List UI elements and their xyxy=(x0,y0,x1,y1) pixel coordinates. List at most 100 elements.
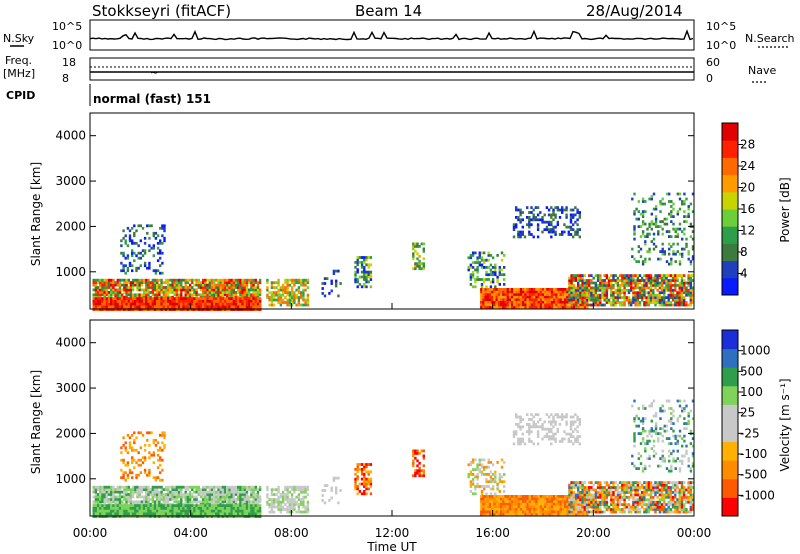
velocity-cell xyxy=(248,488,251,491)
velocity-cell xyxy=(94,490,98,494)
velocity-cell xyxy=(508,495,512,498)
velocity-cell xyxy=(145,485,148,489)
velocity-cell xyxy=(110,512,113,516)
power-cell xyxy=(579,284,582,287)
power-cell xyxy=(687,257,690,261)
power-cell xyxy=(182,288,185,292)
power-cell xyxy=(135,269,138,273)
power-cell xyxy=(250,293,253,297)
velocity-cell xyxy=(504,512,507,516)
power-cell xyxy=(537,305,540,309)
power-cell xyxy=(94,305,98,309)
velocity-cell xyxy=(304,510,307,514)
power-cell xyxy=(515,208,518,212)
velocity-cell xyxy=(204,509,207,513)
power-cell xyxy=(156,286,159,289)
power-cell xyxy=(241,293,244,297)
velocity-cell xyxy=(153,509,157,513)
velocity-cell xyxy=(161,468,164,472)
velocity-cell xyxy=(127,495,130,499)
power-cell xyxy=(631,197,634,201)
power-cell xyxy=(146,266,149,270)
power-cell xyxy=(248,288,251,292)
velocity-cell xyxy=(131,506,135,510)
power-cell xyxy=(515,288,518,291)
power-cell xyxy=(689,298,692,302)
velocity-cell xyxy=(288,500,292,504)
power-cell xyxy=(511,288,514,291)
power-cell xyxy=(579,303,582,307)
velocity-cell xyxy=(193,504,196,507)
power-cell xyxy=(476,266,479,269)
power-cell xyxy=(290,301,294,304)
velocity-cell xyxy=(215,485,218,489)
power-cell xyxy=(657,230,660,233)
velocity-cell xyxy=(365,470,368,474)
velocity-cell xyxy=(141,433,145,437)
power-cell xyxy=(228,286,231,289)
velocity-cell xyxy=(142,512,146,516)
velocity-cell xyxy=(266,488,269,492)
power-cell xyxy=(671,276,675,280)
nsearch-label: N.Search xyxy=(745,32,795,45)
velocity-cell xyxy=(252,493,255,496)
power-cell xyxy=(180,291,183,294)
power-cell xyxy=(563,208,566,212)
power-cell xyxy=(669,286,673,290)
power-cell xyxy=(226,305,229,309)
power-cell xyxy=(511,305,514,309)
velocity-cell xyxy=(173,490,176,494)
power-cell xyxy=(636,274,639,277)
power-cell xyxy=(92,283,95,287)
velocity-cell xyxy=(149,506,152,510)
velocity-cell xyxy=(195,506,198,510)
power-cell xyxy=(681,252,684,256)
power-cell xyxy=(625,296,628,299)
power-cell xyxy=(500,298,503,301)
power-cell xyxy=(594,274,598,277)
power-cell xyxy=(546,295,549,299)
velocity-cell xyxy=(252,512,255,516)
power-cell xyxy=(206,302,209,306)
power-cell xyxy=(656,293,659,297)
power-cell xyxy=(416,262,419,266)
velocity-cell xyxy=(528,507,532,511)
power-cell xyxy=(245,281,249,284)
power-colorbar-cell xyxy=(722,157,738,176)
velocity-cell xyxy=(250,506,253,510)
power-cell xyxy=(114,299,117,303)
velocity-cell xyxy=(250,500,253,504)
power-cell xyxy=(121,305,124,309)
velocity-cell xyxy=(139,458,142,462)
velocity-cell xyxy=(188,500,192,504)
velocity-cell xyxy=(493,500,496,503)
power-cell xyxy=(139,251,142,255)
velocity-cell xyxy=(193,498,196,501)
power-cell xyxy=(160,281,163,284)
velocity-cell xyxy=(519,495,523,498)
power-cell xyxy=(554,213,557,217)
power-cell xyxy=(248,305,251,309)
power-cell xyxy=(489,280,493,284)
power-cell xyxy=(141,226,145,230)
power-cell xyxy=(537,298,540,301)
velocity-cell xyxy=(284,498,287,501)
power-cell xyxy=(594,293,598,297)
power-cell xyxy=(133,234,136,238)
velocity-cell xyxy=(268,498,271,501)
power-cell xyxy=(125,283,128,287)
power-cell xyxy=(197,286,200,289)
power-cell xyxy=(546,290,549,294)
power-cell xyxy=(524,290,527,294)
power-cell xyxy=(471,270,475,274)
power-cell xyxy=(515,206,518,209)
power-cell xyxy=(169,302,172,306)
power-cell xyxy=(335,284,338,288)
power-cell xyxy=(623,281,626,285)
power-cell xyxy=(691,257,695,261)
power-cell xyxy=(125,293,128,297)
velocity-cell xyxy=(420,469,423,473)
power-cell xyxy=(689,274,692,277)
power-cell xyxy=(519,300,523,304)
power-cell xyxy=(363,275,366,279)
